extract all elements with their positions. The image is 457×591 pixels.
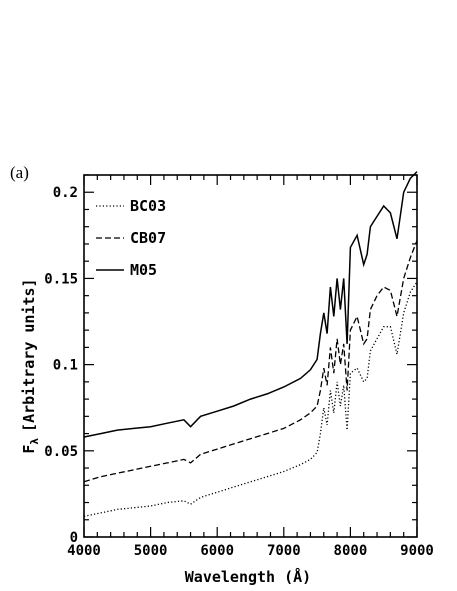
x-axis-title: Wavelength (Å): [185, 567, 311, 586]
y-tick-label: 0: [70, 530, 78, 546]
series-line-m05: [83, 171, 418, 438]
x-tick-label: 6000: [200, 543, 234, 559]
series-layer: [83, 171, 418, 517]
y-axis-title: Fλ [Arbitrary units]: [20, 278, 41, 453]
series-line-bc03: [83, 281, 418, 517]
y-tick-label: 0.05: [44, 444, 78, 460]
y-tick-label: 0.1: [53, 358, 78, 374]
y-axis-title-main: F: [20, 445, 38, 454]
legend-label-cb07: CB07: [130, 229, 166, 247]
x-tick-label: 9000: [400, 543, 434, 559]
y-axis-title-units: [Arbitrary units]: [20, 278, 38, 432]
y-tick-label: 0.15: [44, 271, 78, 287]
x-tick-label: 4000: [67, 543, 101, 559]
plot-area-border: [83, 174, 418, 538]
y-axis-title-subscript: λ: [28, 438, 41, 445]
panel-label: (a): [10, 163, 29, 182]
x-tick-label: 5000: [134, 543, 168, 559]
x-tick-label: 7000: [267, 543, 301, 559]
x-tick-label: 8000: [334, 543, 368, 559]
y-tick-label: 0.2: [53, 185, 78, 201]
legend-label-m05: M05: [130, 261, 157, 279]
legend: BC03 CB07 M05: [96, 197, 166, 279]
y-axis: 0 0.05 0.1 0.15 0.2: [44, 174, 417, 546]
plot-frame: [83, 174, 418, 538]
svg-text:Fλ[Arbitrary units]: Fλ [Arbitrary units]: [20, 278, 41, 453]
legend-label-bc03: BC03: [130, 197, 166, 215]
x-axis: 4000 5000 6000 7000 8000 9000: [67, 175, 434, 559]
series-line-cb07: [83, 240, 418, 483]
